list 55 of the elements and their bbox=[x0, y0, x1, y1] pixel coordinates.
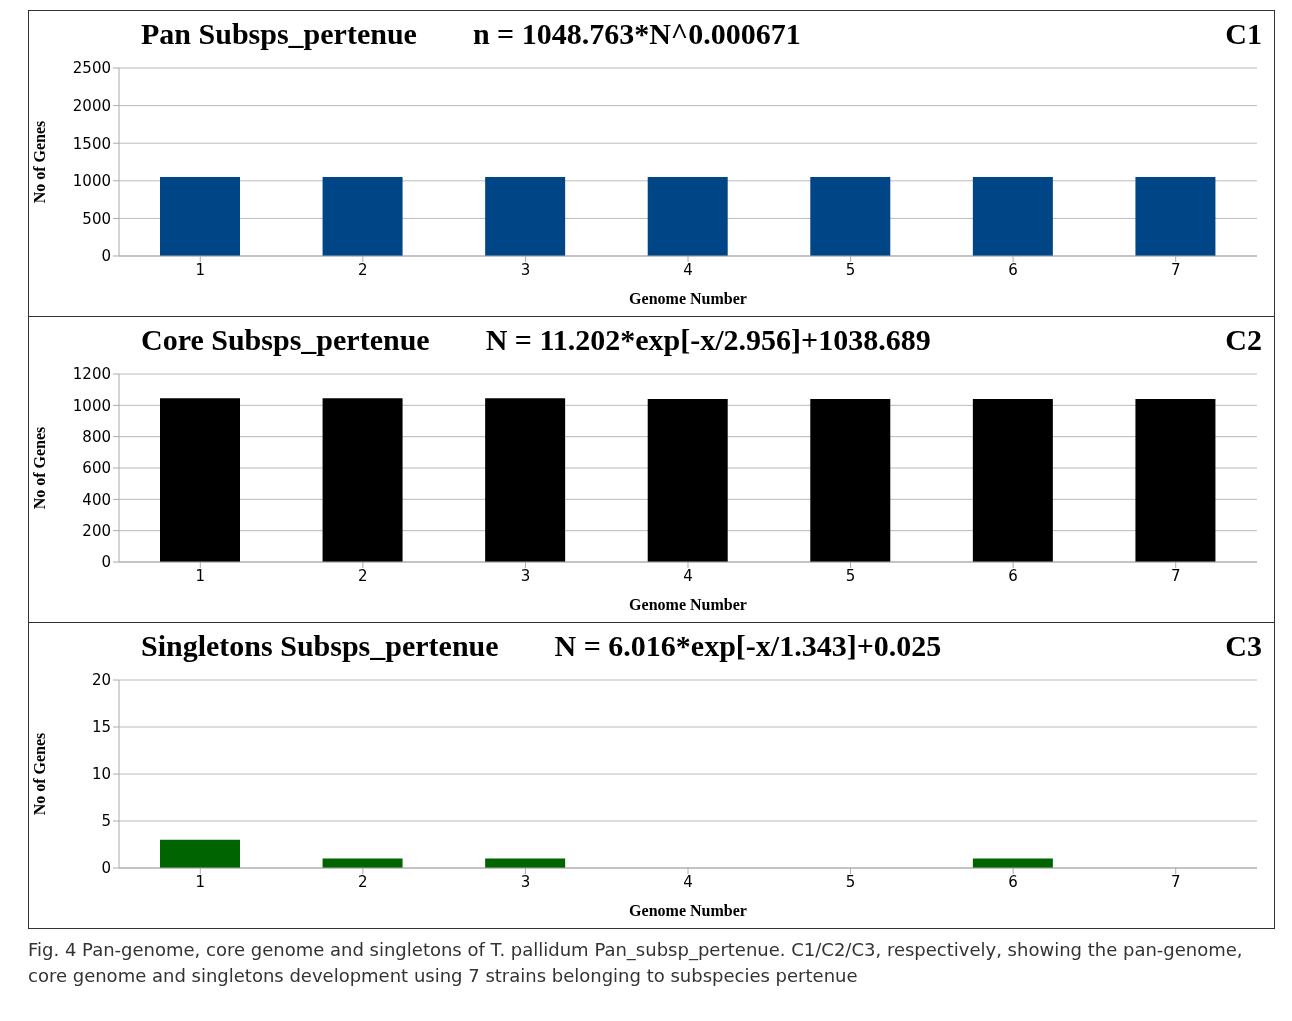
x-tick-label: 5 bbox=[845, 260, 856, 279]
x-tick-label: 6 bbox=[1008, 260, 1018, 279]
text: C3 bbox=[1225, 629, 1262, 663]
y-tick-label: 500 bbox=[82, 209, 111, 228]
text: N = 6.016*exp[-x/1.343]+0.025 bbox=[554, 629, 942, 662]
text: N = 11.202*exp[-x/2.956]+1038.689 bbox=[485, 323, 931, 356]
x-tick-label: 2 bbox=[358, 872, 368, 891]
y-tick-label: 1500 bbox=[72, 134, 111, 153]
x-tick-label: 7 bbox=[1170, 872, 1181, 891]
y-tick-label: 5 bbox=[101, 812, 111, 831]
y-tick-label: 1000 bbox=[72, 396, 111, 415]
y-tick-label: 2000 bbox=[72, 96, 111, 115]
x-tick-label: 3 bbox=[520, 260, 531, 279]
y-tick-label: 2500 bbox=[72, 59, 111, 78]
x-tick-label: 6 bbox=[1008, 872, 1018, 891]
x-tick-label: 1 bbox=[195, 260, 206, 279]
x-tick-label: 4 bbox=[683, 566, 693, 585]
y-tick-label: 0 bbox=[101, 247, 111, 266]
x-tick-label: 3 bbox=[520, 566, 531, 585]
y-tick-label: 0 bbox=[101, 553, 111, 572]
caption: Fig. 4 Pan-genome, core genome and singletons of T. pallidum Pan_subsp_pertenue. C1/C2/C3, respectively, showing the pan-genome, core genome and singletons development using 7 strains belonging to subspecies pertenue bbox=[28, 938, 1244, 988]
y-tick-label: 200 bbox=[82, 521, 111, 540]
x-tick-label: 2 bbox=[358, 260, 368, 279]
x-tick-label: 6 bbox=[1008, 566, 1018, 585]
x-tick-label: 1 bbox=[195, 872, 206, 891]
x-tick-label: 4 bbox=[683, 260, 693, 279]
y-axis-title: No of Genes bbox=[30, 426, 48, 510]
y-tick-label: 600 bbox=[82, 459, 111, 478]
text: C2 bbox=[1225, 323, 1262, 357]
chart-title: Pan Subsps_pertenue bbox=[141, 17, 417, 50]
y-axis-title: No of Genes bbox=[30, 732, 48, 816]
chart-title: Core Subsps_pertenue bbox=[141, 323, 430, 356]
x-tick-label: 5 bbox=[845, 872, 856, 891]
y-tick-label: 400 bbox=[82, 490, 111, 509]
x-tick-label: 5 bbox=[845, 566, 856, 585]
y-tick-label: 1200 bbox=[72, 365, 111, 384]
x-tick-label: 3 bbox=[520, 872, 531, 891]
text: C1 bbox=[1225, 17, 1262, 51]
text: n = 1048.763*N^0.000671 bbox=[472, 17, 801, 50]
y-axis-title: No of Genes bbox=[30, 120, 48, 204]
x-axis-title: Genome Number bbox=[629, 902, 747, 919]
y-tick-label: 10 bbox=[91, 765, 111, 784]
y-tick-label: 20 bbox=[91, 671, 111, 690]
x-tick-label: 2 bbox=[358, 566, 368, 585]
y-tick-label: 0 bbox=[101, 859, 111, 878]
y-tick-label: 15 bbox=[91, 718, 111, 737]
x-tick-label: 4 bbox=[683, 872, 693, 891]
x-axis-title: Genome Number bbox=[629, 290, 747, 307]
x-tick-label: 1 bbox=[195, 566, 206, 585]
chart-title: Singletons Subsps_pertenue bbox=[141, 629, 499, 662]
y-tick-label: 1000 bbox=[72, 172, 111, 191]
y-tick-label: 800 bbox=[82, 427, 111, 446]
x-axis-title: Genome Number bbox=[629, 596, 747, 613]
x-tick-label: 7 bbox=[1170, 566, 1181, 585]
x-tick-label: 7 bbox=[1170, 260, 1181, 279]
